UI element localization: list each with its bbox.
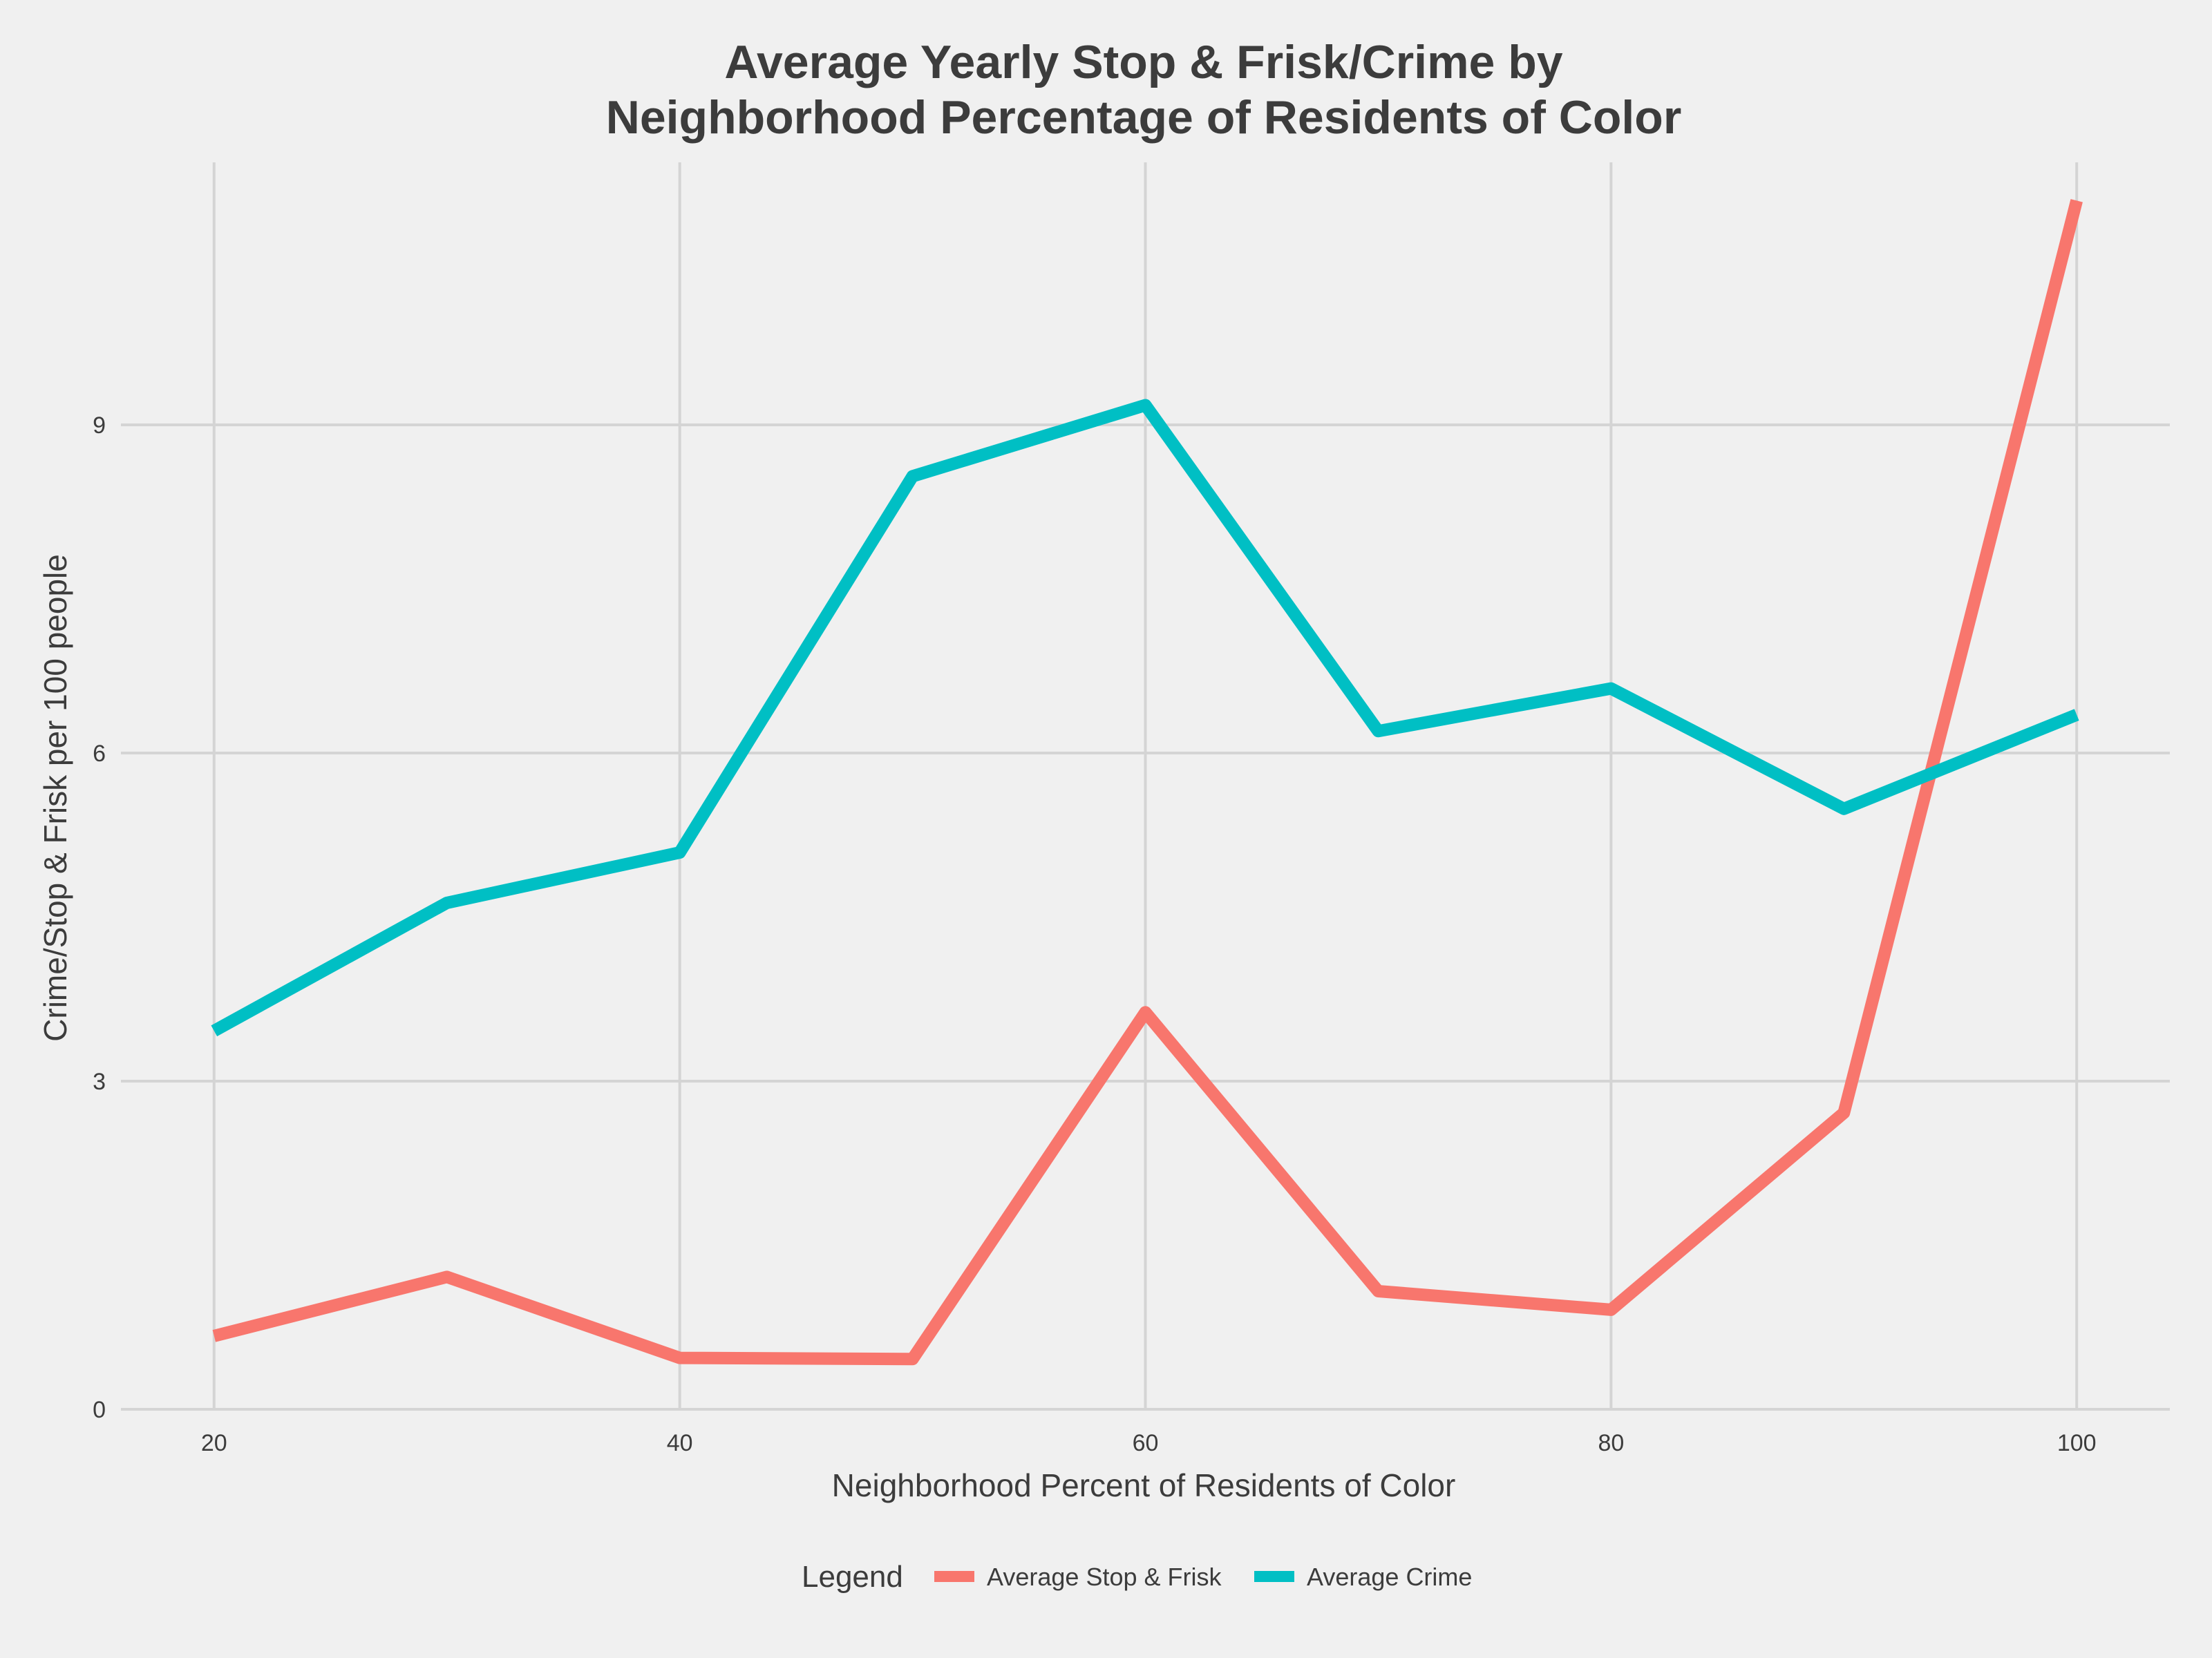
x-axis-label: Neighborhood Percent of Residents of Col… <box>832 1467 1456 1503</box>
legend-label-stop-frisk: Average Stop & Frisk <box>987 1563 1222 1591</box>
series-line-stop-frisk <box>212 199 2083 1366</box>
data-point <box>1378 731 1379 732</box>
legend: Legend Average Stop & Frisk Average Crim… <box>802 1560 1472 1594</box>
x-tick-label: 60 <box>1133 1430 1159 1456</box>
y-tick-label: 6 <box>93 741 106 767</box>
data-point <box>1378 1291 1379 1292</box>
legend-label-crime: Average Crime <box>1307 1563 1472 1591</box>
chart-subtitle: Neighborhood Percentage of Residents of … <box>606 91 1682 144</box>
data-point <box>912 476 913 477</box>
data-point <box>679 852 680 853</box>
data-point <box>446 902 447 903</box>
x-tick-label: 100 <box>2057 1430 2097 1456</box>
tick-labels: 20 40 60 80 100 0 3 6 9 <box>93 412 2097 1456</box>
y-tick-label: 3 <box>93 1069 106 1095</box>
data-point <box>1145 405 1146 406</box>
legend-title: Legend <box>802 1560 903 1594</box>
y-tick-label: 0 <box>93 1397 106 1423</box>
y-axis-label: Crime/Stop & Frisk per 100 people <box>37 554 73 1042</box>
data-point <box>912 1359 913 1360</box>
chart-title: Average Yearly Stop & Frisk/Crime by <box>724 36 1562 88</box>
x-tick-label: 40 <box>667 1430 693 1456</box>
data-point <box>679 1357 680 1358</box>
series-line-crime <box>211 399 2079 1037</box>
grid <box>121 162 2170 1411</box>
y-tick-label: 9 <box>93 412 106 439</box>
data-point <box>1145 1012 1146 1013</box>
x-tick-label: 20 <box>201 1430 227 1456</box>
x-tick-label: 80 <box>1598 1430 1624 1456</box>
series-lines <box>211 199 2083 1366</box>
